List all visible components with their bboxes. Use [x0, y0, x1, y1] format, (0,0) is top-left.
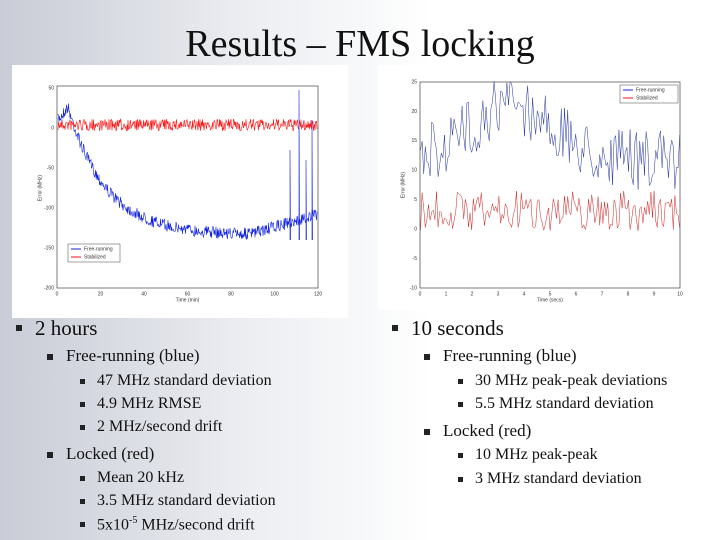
x-tick-label: 0 [56, 291, 59, 297]
item: 5.5 MHz standard deviation [458, 395, 654, 412]
y-tick-label: 50 [48, 85, 54, 91]
trace [420, 191, 680, 231]
trace [305, 159, 307, 241]
x-tick-label: 7 [601, 291, 604, 297]
trace [289, 149, 291, 241]
legend-label: Free-running [636, 87, 665, 93]
y-tick-label: 10 [411, 168, 417, 174]
group-label: Locked (red) [423, 421, 532, 440]
x-tick-label: 8 [627, 291, 630, 297]
x-tick-label: 120 [314, 291, 323, 297]
y-axis-label: Error (MHz) [400, 172, 406, 198]
x-axis-label: Time (min) [176, 297, 200, 303]
legend-box [619, 84, 679, 104]
y-tick-label: -5 [413, 256, 418, 262]
heading: 10 seconds [392, 316, 504, 340]
item: 4.9 MHz RMSE [79, 395, 202, 412]
right-plot-area [419, 81, 681, 289]
trace [311, 119, 313, 241]
x-tick-label: 5 [549, 291, 552, 297]
x-tick-label: 3 [497, 291, 500, 297]
trace [420, 80, 680, 190]
y-tick-label: -150 [44, 245, 54, 251]
y-tick-label: 5 [414, 197, 417, 203]
heading: 2 hours [15, 316, 98, 340]
legend-label: Free-running [84, 246, 113, 252]
legend-label: Stabilized [84, 254, 106, 260]
x-tick-label: 1 [445, 291, 448, 297]
item: 5x10-5 MHz/second drift [80, 515, 255, 534]
trace [57, 103, 318, 240]
y-tick-label: 25 [411, 79, 417, 85]
legend-label: Stabilized [636, 95, 658, 101]
y-tick-label: -10 [410, 285, 417, 291]
x-tick-label: 20 [98, 291, 104, 297]
group-label: Locked (red) [46, 444, 155, 463]
item: 3 MHz standard deviation [458, 470, 642, 487]
x-tick-label: 80 [228, 291, 234, 297]
y-tick-label: -50 [47, 165, 54, 171]
y-tick-label: 0 [414, 226, 417, 232]
x-tick-label: 10 [677, 291, 683, 297]
item-part: -5 [129, 515, 138, 526]
y-tick-label: 20 [411, 109, 417, 115]
x-tick-label: 40 [141, 291, 147, 297]
y-tick-label: -200 [44, 285, 54, 291]
y-tick-label: 15 [411, 138, 417, 144]
x-tick-label: 6 [575, 291, 578, 297]
y-axis-label: Error (MHz) [37, 175, 43, 201]
item-part: 5x10 [97, 516, 129, 534]
x-tick-label: 60 [185, 291, 191, 297]
traces [57, 80, 680, 241]
item: 30 MHz peak-peak deviations [457, 372, 668, 389]
item: 2 MHz/second drift [79, 418, 223, 435]
x-tick-label: 0 [419, 291, 422, 297]
item: Mean 20 kHz [79, 469, 185, 486]
y-tick-label: 0 [51, 125, 54, 131]
item: 10 MHz peak-peak [458, 446, 598, 463]
x-tick-label: 100 [270, 291, 279, 297]
group-label: Free-running (blue) [47, 346, 200, 365]
x-axis-label: Time (secs) [537, 297, 563, 303]
x-tick-label: 2 [471, 291, 474, 297]
y-tick-label: -100 [44, 205, 54, 211]
trace [298, 89, 300, 241]
item: 3.5 MHz standard deviation [80, 492, 276, 509]
trace [57, 118, 318, 132]
item-part: MHz/second drift [137, 516, 255, 534]
slide-title: Results – FMS locking [185, 23, 535, 65]
x-tick-label: 4 [523, 291, 526, 297]
item: 47 MHz standard deviation [80, 372, 272, 389]
x-tick-label: 9 [653, 291, 656, 297]
group-label: Free-running (blue) [424, 346, 577, 365]
